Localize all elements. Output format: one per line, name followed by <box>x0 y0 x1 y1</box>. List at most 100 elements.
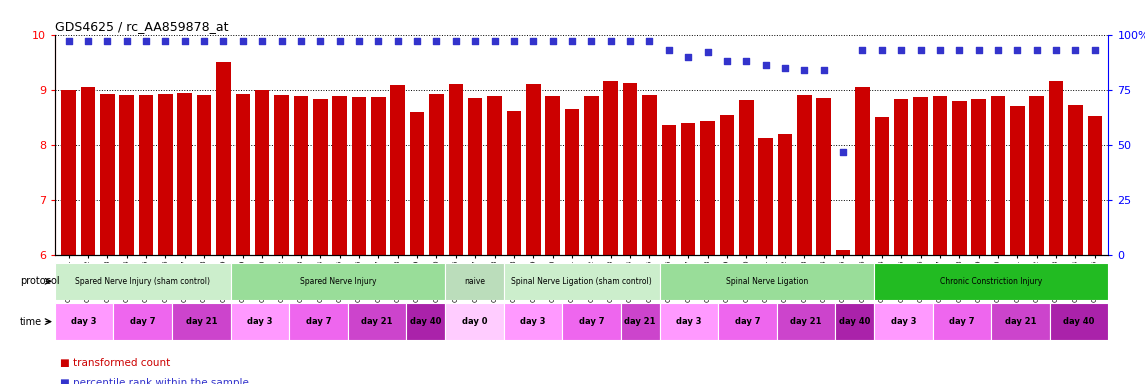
Bar <box>55 303 113 340</box>
Text: day 40: day 40 <box>839 317 870 326</box>
Point <box>447 38 465 44</box>
Bar <box>971 99 986 255</box>
Bar <box>584 96 599 255</box>
Text: GDS4625 / rc_AA859878_at: GDS4625 / rc_AA859878_at <box>55 20 229 33</box>
Bar <box>158 94 173 255</box>
Text: day 40: day 40 <box>410 317 441 326</box>
Bar <box>951 101 966 255</box>
Bar <box>1029 96 1044 255</box>
Point <box>350 38 369 44</box>
Bar <box>933 303 992 340</box>
Point <box>989 47 1008 53</box>
Text: day 7: day 7 <box>949 317 974 326</box>
Point <box>814 67 832 73</box>
Text: protocol: protocol <box>19 276 60 286</box>
Point <box>60 38 78 44</box>
Point <box>757 63 775 69</box>
Point <box>872 47 891 53</box>
Text: day 3: day 3 <box>520 317 546 326</box>
Point <box>427 38 445 44</box>
Text: Spared Nerve Injury: Spared Nerve Injury <box>300 277 376 286</box>
Text: day 3: day 3 <box>247 317 273 326</box>
Point <box>950 47 969 53</box>
Bar <box>113 303 172 340</box>
Bar <box>642 95 657 255</box>
Text: Spinal Nerve Ligation: Spinal Nerve Ligation <box>726 277 808 286</box>
Point <box>698 49 717 55</box>
Bar <box>390 85 405 255</box>
Bar <box>701 121 714 255</box>
Bar <box>1010 106 1025 255</box>
Point <box>292 38 310 44</box>
Bar <box>429 94 444 255</box>
Bar <box>719 114 734 255</box>
Point <box>679 54 697 60</box>
Bar <box>776 303 835 340</box>
Text: Chronic Constriction Injury: Chronic Constriction Injury <box>940 277 1042 286</box>
Point <box>1047 47 1065 53</box>
Bar <box>603 81 618 255</box>
Bar <box>660 263 875 300</box>
Point <box>601 38 619 44</box>
Point <box>388 38 406 44</box>
Bar <box>332 96 347 255</box>
Bar <box>855 87 870 255</box>
Bar <box>526 84 540 255</box>
Bar <box>468 98 482 255</box>
Text: ■ percentile rank within the sample: ■ percentile rank within the sample <box>60 378 248 384</box>
Bar <box>718 303 776 340</box>
Point <box>156 38 174 44</box>
Point <box>834 149 852 155</box>
Text: day 21: day 21 <box>1005 317 1036 326</box>
Bar <box>371 98 386 255</box>
Bar <box>504 303 562 340</box>
Bar <box>875 263 1108 300</box>
Bar <box>875 303 933 340</box>
Bar <box>562 303 621 340</box>
Point <box>911 47 930 53</box>
Text: day 3: day 3 <box>891 317 916 326</box>
Bar <box>172 303 230 340</box>
Bar <box>836 250 851 255</box>
Point <box>369 38 387 44</box>
Text: day 21: day 21 <box>185 317 218 326</box>
Bar <box>275 95 289 255</box>
Text: Spared Nerve Injury (sham control): Spared Nerve Injury (sham control) <box>76 277 211 286</box>
Bar <box>1049 81 1064 255</box>
Bar <box>739 100 753 255</box>
Bar <box>352 97 366 255</box>
Point <box>737 58 756 64</box>
Point <box>718 58 736 64</box>
Point <box>621 38 639 44</box>
Bar <box>1068 105 1083 255</box>
Point <box>408 38 426 44</box>
Bar <box>55 263 230 300</box>
Bar <box>216 62 230 255</box>
Bar <box>816 98 831 255</box>
Point <box>195 38 213 44</box>
Bar <box>61 90 76 255</box>
Point <box>98 38 117 44</box>
Bar <box>1088 116 1103 255</box>
Bar <box>230 263 445 300</box>
Bar <box>236 94 250 255</box>
Bar <box>313 99 327 255</box>
Point <box>1027 47 1045 53</box>
Text: Spinal Nerve Ligation (sham control): Spinal Nerve Ligation (sham control) <box>512 277 652 286</box>
Point <box>234 38 252 44</box>
Bar <box>80 87 95 255</box>
Text: day 40: day 40 <box>1064 317 1095 326</box>
Point <box>136 38 155 44</box>
Point <box>505 38 523 44</box>
Bar <box>835 303 875 340</box>
Point <box>853 47 871 53</box>
Bar <box>623 83 638 255</box>
Text: naive: naive <box>464 277 484 286</box>
Bar <box>504 263 660 300</box>
Bar <box>410 112 425 255</box>
Text: day 21: day 21 <box>790 317 822 326</box>
Point <box>1009 47 1027 53</box>
Bar <box>894 99 908 255</box>
Bar <box>449 84 463 255</box>
Point <box>331 38 349 44</box>
